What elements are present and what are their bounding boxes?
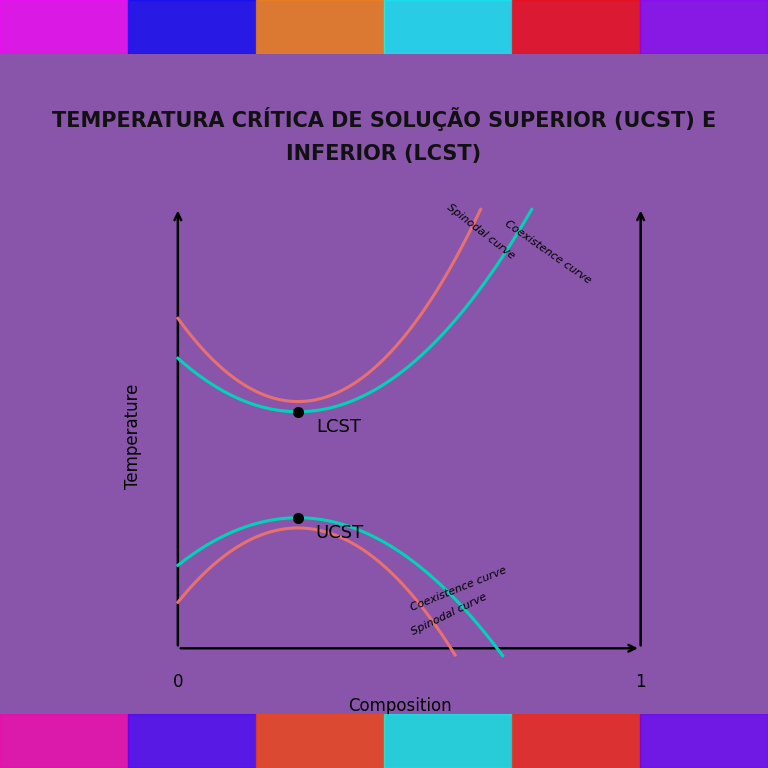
Text: Spinodal curve: Spinodal curve — [445, 202, 516, 261]
Text: INFERIOR (LCST): INFERIOR (LCST) — [286, 144, 482, 164]
Bar — [0, 0, 128, 54]
Text: Coexistence curve: Coexistence curve — [409, 564, 508, 612]
Text: Temperature: Temperature — [124, 383, 142, 489]
Bar — [128, 0, 256, 54]
Bar — [512, 714, 640, 768]
Bar — [512, 0, 640, 54]
Text: UCST: UCST — [316, 524, 364, 542]
Bar — [256, 714, 384, 768]
Bar — [256, 0, 384, 54]
Text: LCST: LCST — [316, 418, 361, 436]
Text: 0: 0 — [173, 673, 183, 690]
Text: Coexistence curve: Coexistence curve — [503, 218, 593, 286]
Bar — [0, 714, 128, 768]
Bar — [384, 0, 512, 54]
Text: TEMPERATURA CRÍTICA DE SOLUÇÃO SUPERIOR (UCST) E: TEMPERATURA CRÍTICA DE SOLUÇÃO SUPERIOR … — [52, 107, 716, 131]
Bar — [640, 0, 768, 54]
Bar — [384, 714, 512, 768]
Bar — [128, 714, 256, 768]
Text: Composition: Composition — [349, 697, 452, 715]
Text: 1: 1 — [635, 673, 646, 690]
Text: Spinodal curve: Spinodal curve — [409, 591, 488, 637]
Bar — [640, 714, 768, 768]
